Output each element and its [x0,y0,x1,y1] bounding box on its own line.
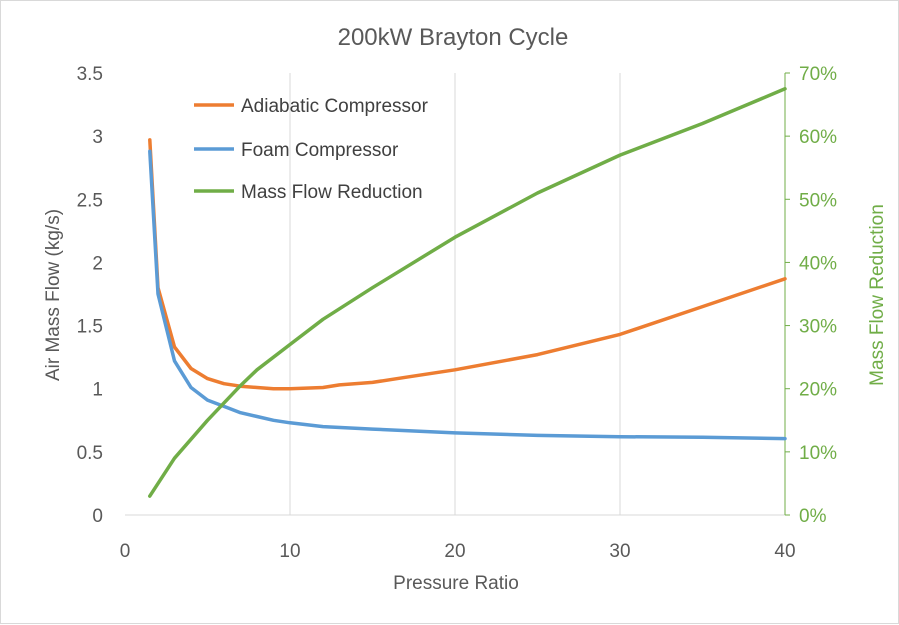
x-tick-label-3: 30 [609,541,630,562]
y2-tick-label-5: 50% [799,190,837,211]
x-tick-label-4: 40 [774,541,795,562]
x-tick-label-2: 20 [444,541,465,562]
legend-label-0: Adiabatic Compressor [241,96,429,117]
series-lines [148,87,787,498]
y-axis-label: Air Mass Flow (kg/s) [43,209,64,381]
y2-tick-label-0: 0% [799,506,827,527]
x-tick-label-0: 0 [120,541,131,562]
y2-tick-label-7: 70% [799,64,837,85]
tick-labels: 0 10 20 30 40 0 0.5 1 1.5 2 2.5 3 3.5 0% 10% 20% 30% 40% 5… [77,64,838,562]
y-tick-label-3: 1.5 [77,317,103,338]
y2-tick-label-4: 40% [799,253,837,274]
series-line-0 [148,138,787,391]
chart-title: 200kW Brayton Cycle [338,24,569,51]
y2-tick-label-2: 20% [799,380,837,401]
y-tick-label-4: 2 [92,253,103,274]
legend-label-1: Foam Compressor [241,140,399,161]
y-tick-label-6: 3 [92,127,103,148]
y-tick-label-7: 3.5 [77,64,103,85]
y2-tick-label-1: 10% [799,443,837,464]
y-tick-label-2: 1 [92,380,103,401]
y-tick-label-5: 2.5 [77,190,103,211]
y2-tick-label-6: 60% [799,127,837,148]
y2-axis-label: Mass Flow Reduction [867,204,888,386]
y2-tick-label-3: 30% [799,317,837,338]
y-tick-label-0: 0 [92,506,103,527]
x-axis-label: Pressure Ratio [393,573,519,594]
axes [125,72,790,516]
series-line-2 [148,87,787,498]
y-tick-label-1: 0.5 [77,443,103,464]
series-line-1 [148,149,787,441]
legend-label-2: Mass Flow Reduction [241,182,423,203]
x-tick-label-1: 10 [279,541,300,562]
legend: Adiabatic Compressor Foam Compressor Mass … [194,96,429,203]
